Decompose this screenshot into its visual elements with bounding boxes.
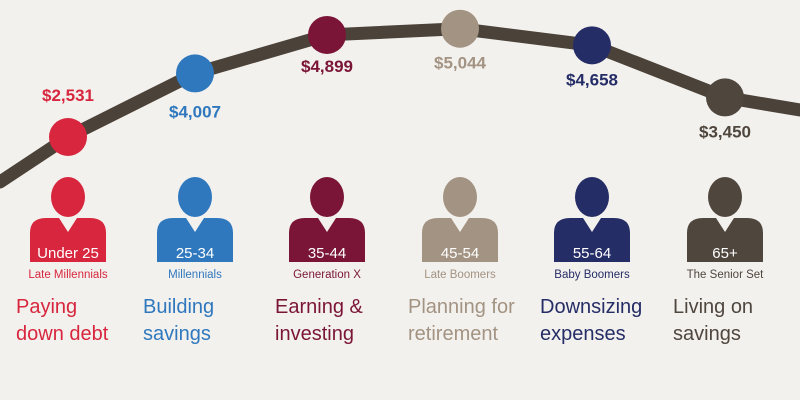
description-1-line-2: down debt (16, 323, 109, 345)
description-1-line-1: Paying (16, 296, 77, 318)
value-label-2: $4,007 (169, 102, 221, 121)
data-point-4 (441, 9, 479, 48)
person-icon-5 (554, 177, 630, 262)
age-label-5: 55-64 (573, 245, 611, 262)
data-points-layer (49, 9, 744, 156)
description-4-line-1: Planning for (408, 296, 515, 318)
description-6-line-2: savings (673, 323, 741, 345)
generation-label-2: Millennials (168, 269, 222, 281)
value-label-6: $3,450 (699, 122, 751, 141)
data-point-2 (176, 54, 214, 93)
person-icons-layer: Under 25 Late Millennials 25-34 Millennials… (28, 177, 764, 281)
value-label-4: $5,044 (434, 54, 487, 73)
person-icon-1 (30, 177, 106, 262)
description-4-line-2: retirement (408, 323, 498, 345)
generation-label-3: Generation X (293, 269, 361, 281)
description-5-line-1: Downsizing (540, 296, 642, 318)
value-label-3: $4,899 (301, 57, 353, 76)
value-labels-layer: $2,531 $4,007 $4,899 $5,044 $4,658 $3,450 (42, 54, 751, 142)
description-2-line-1: Building (143, 296, 214, 318)
trend-line (0, 22, 800, 189)
person-icon-3 (289, 177, 365, 262)
generation-label-6: The Senior Set (687, 269, 765, 281)
age-label-3: 35-44 (308, 245, 346, 262)
trend-line-layer (0, 22, 800, 189)
generation-label-1: Late Millennials (28, 269, 108, 281)
data-point-3 (308, 15, 346, 54)
person-icon-2 (157, 177, 233, 262)
description-2-line-2: savings (143, 323, 211, 345)
value-label-5: $4,658 (566, 70, 618, 89)
age-label-4: 45-54 (441, 245, 479, 262)
data-point-1 (49, 118, 87, 156)
generation-label-5: Baby Boomers (554, 269, 630, 281)
descriptions-layer: Paying down debt Building savings Earning & i… (16, 296, 753, 345)
person-icon-4 (422, 177, 498, 262)
data-point-5 (573, 26, 611, 65)
description-5-line-2: expenses (540, 323, 626, 345)
value-label-1: $2,531 (42, 86, 94, 105)
description-3-line-1: Earning & (275, 296, 363, 318)
description-6-line-1: Living on (673, 296, 753, 318)
generation-label-4: Late Boomers (424, 269, 496, 281)
age-label-1: Under 25 (37, 245, 99, 262)
description-3-line-2: investing (275, 323, 354, 345)
age-label-6: 65+ (712, 245, 738, 262)
age-label-2: 25-34 (176, 245, 214, 262)
person-icon-6 (687, 177, 763, 262)
data-point-6 (706, 78, 744, 117)
